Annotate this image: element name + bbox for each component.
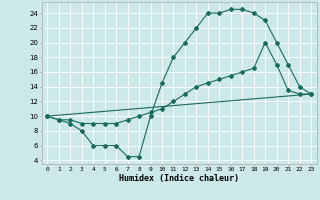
X-axis label: Humidex (Indice chaleur): Humidex (Indice chaleur) [119, 174, 239, 183]
